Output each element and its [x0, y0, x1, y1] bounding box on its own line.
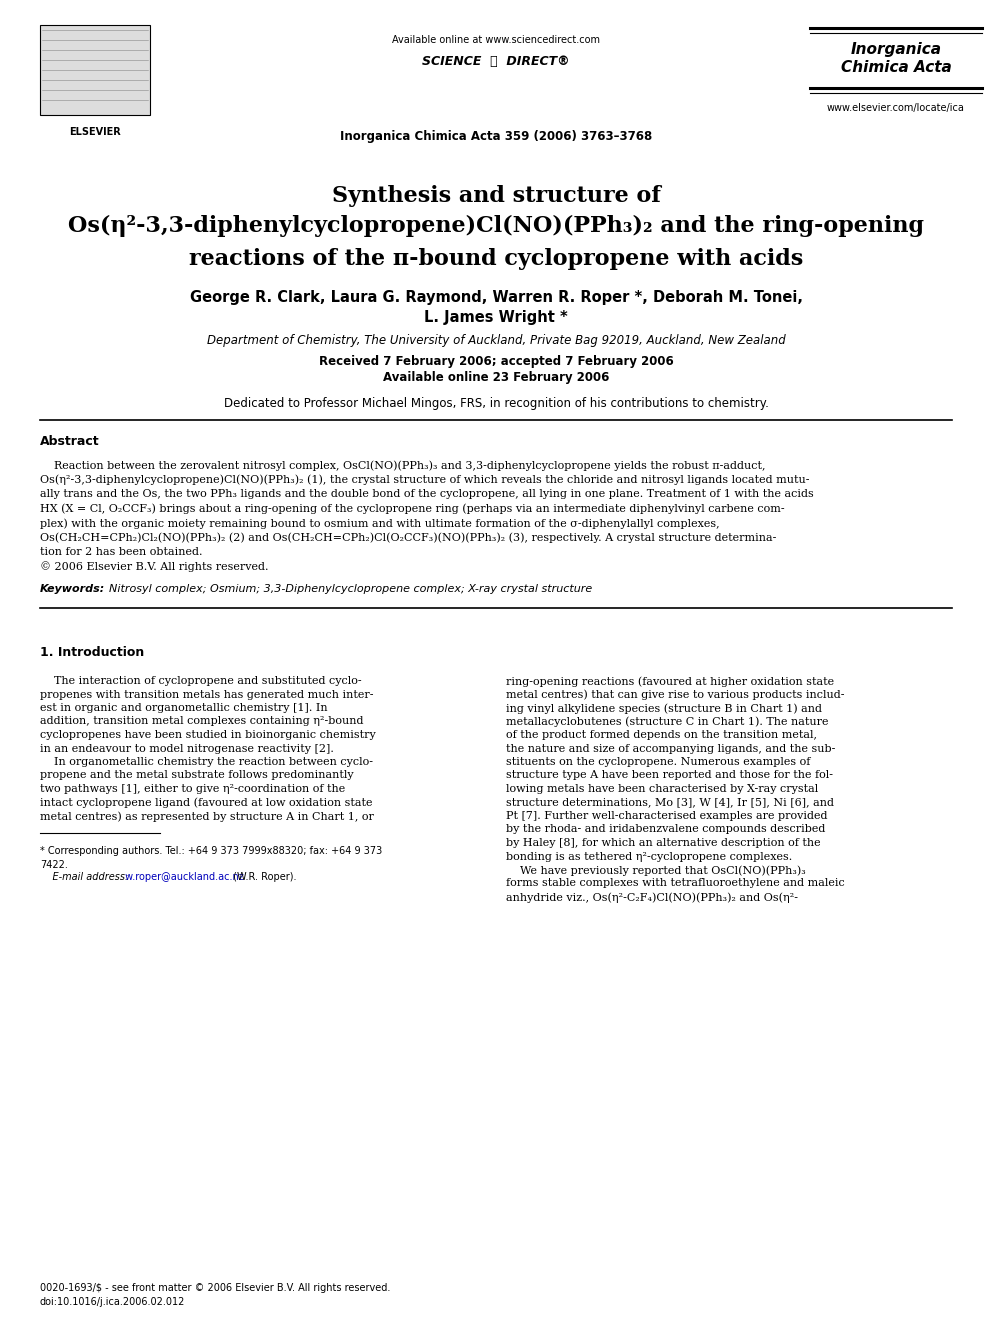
Text: 0020-1693/$ - see front matter © 2006 Elsevier B.V. All rights reserved.: 0020-1693/$ - see front matter © 2006 El… — [40, 1283, 391, 1293]
Text: 1. Introduction: 1. Introduction — [40, 646, 144, 659]
Text: Reaction between the zerovalent nitrosyl complex, OsCl(NO)(PPh₃)₃ and 3,3-diphen: Reaction between the zerovalent nitrosyl… — [40, 460, 766, 471]
Text: by the rhoda- and iridabenzvalene compounds described: by the rhoda- and iridabenzvalene compou… — [506, 824, 825, 835]
Text: ring-opening reactions (favoured at higher oxidation state: ring-opening reactions (favoured at high… — [506, 676, 834, 687]
Text: www.elsevier.com/locate/ica: www.elsevier.com/locate/ica — [827, 103, 965, 112]
Text: Department of Chemistry, The University of Auckland, Private Bag 92019, Auckland: Department of Chemistry, The University … — [206, 333, 786, 347]
Text: Available online at www.sciencedirect.com: Available online at www.sciencedirect.co… — [392, 34, 600, 45]
Text: w.roper@auckland.ac.nz: w.roper@auckland.ac.nz — [122, 872, 244, 882]
Text: Pt [7]. Further well-characterised examples are provided: Pt [7]. Further well-characterised examp… — [506, 811, 827, 822]
Text: tion for 2 has been obtained.: tion for 2 has been obtained. — [40, 546, 202, 557]
Text: propene and the metal substrate follows predominantly: propene and the metal substrate follows … — [40, 770, 353, 781]
Text: propenes with transition metals has generated much inter-: propenes with transition metals has gene… — [40, 689, 374, 700]
Text: We have previously reported that OsCl(NO)(PPh₃)₃: We have previously reported that OsCl(NO… — [506, 865, 806, 876]
Text: in an endeavour to model nitrogenase reactivity [2].: in an endeavour to model nitrogenase rea… — [40, 744, 334, 754]
Text: structure determinations, Mo [3], W [4], Ir [5], Ni [6], and: structure determinations, Mo [3], W [4],… — [506, 798, 834, 807]
Text: plex) with the organic moiety remaining bound to osmium and with ultimate format: plex) with the organic moiety remaining … — [40, 519, 719, 529]
Text: cyclopropenes have been studied in bioinorganic chemistry: cyclopropenes have been studied in bioin… — [40, 730, 376, 740]
Text: stituents on the cyclopropene. Numerous examples of: stituents on the cyclopropene. Numerous … — [506, 757, 810, 767]
Text: ELSEVIER: ELSEVIER — [69, 127, 121, 138]
Text: intact cyclopropene ligand (favoured at low oxidation state: intact cyclopropene ligand (favoured at … — [40, 798, 373, 808]
Text: Nitrosyl complex; Osmium; 3,3-Diphenylcyclopropene complex; X-ray crystal struct: Nitrosyl complex; Osmium; 3,3-Diphenylcy… — [102, 583, 592, 594]
Text: Dedicated to Professor Michael Mingos, FRS, in recognition of his contributions : Dedicated to Professor Michael Mingos, F… — [223, 397, 769, 410]
Text: George R. Clark, Laura G. Raymond, Warren R. Roper *, Deborah M. Tonei,: George R. Clark, Laura G. Raymond, Warre… — [189, 290, 803, 306]
Text: Available online 23 February 2006: Available online 23 February 2006 — [383, 370, 609, 384]
Text: of the product formed depends on the transition metal,: of the product formed depends on the tra… — [506, 730, 817, 740]
Text: Os(η²-3,3-diphenylcyclopropene)Cl(NO)(PPh₃)₂ (1), the crystal structure of which: Os(η²-3,3-diphenylcyclopropene)Cl(NO)(PP… — [40, 475, 809, 486]
Text: reactions of the π-bound cyclopropene with acids: reactions of the π-bound cyclopropene wi… — [188, 247, 804, 270]
Text: Keywords:: Keywords: — [40, 583, 105, 594]
Text: Inorganica Chimica Acta 359 (2006) 3763–3768: Inorganica Chimica Acta 359 (2006) 3763–… — [340, 130, 652, 143]
Text: Abstract: Abstract — [40, 435, 99, 448]
Text: HX (X = Cl, O₂CCF₃) brings about a ring-opening of the cyclopropene ring (perhap: HX (X = Cl, O₂CCF₃) brings about a ring-… — [40, 504, 785, 515]
Text: metal centres) as represented by structure A in Chart 1, or: metal centres) as represented by structu… — [40, 811, 374, 822]
Text: (W.R. Roper).: (W.R. Roper). — [230, 872, 297, 882]
Text: SCIENCE  ⓓ  DIRECT®: SCIENCE ⓓ DIRECT® — [423, 56, 569, 67]
Text: Os(CH₂CH=CPh₂)Cl₂(NO)(PPh₃)₂ (2) and Os(CH₂CH=CPh₂)Cl(O₂CCF₃)(NO)(PPh₃)₂ (3), re: Os(CH₂CH=CPh₂)Cl₂(NO)(PPh₃)₂ (2) and Os(… — [40, 532, 777, 542]
Text: ally trans and the Os, the two PPh₃ ligands and the double bond of the cycloprop: ally trans and the Os, the two PPh₃ liga… — [40, 490, 813, 499]
Text: * Corresponding authors. Tel.: +64 9 373 7999x88320; fax: +64 9 373: * Corresponding authors. Tel.: +64 9 373… — [40, 847, 382, 856]
Text: structure type A have been reported and those for the fol-: structure type A have been reported and … — [506, 770, 833, 781]
Text: The interaction of cyclopropene and substituted cyclo-: The interaction of cyclopropene and subs… — [40, 676, 362, 687]
Text: metallacyclobutenes (structure C in Chart 1). The nature: metallacyclobutenes (structure C in Char… — [506, 717, 828, 728]
Text: bonding is as tethered η²-cyclopropene complexes.: bonding is as tethered η²-cyclopropene c… — [506, 852, 793, 861]
Text: the nature and size of accompanying ligands, and the sub-: the nature and size of accompanying liga… — [506, 744, 835, 754]
Text: Os(η²-3,3-diphenylcyclopropene)Cl(NO)(PPh₃)₂ and the ring-opening: Os(η²-3,3-diphenylcyclopropene)Cl(NO)(PP… — [68, 216, 924, 237]
Bar — [40, 25, 150, 115]
Text: anhydride viz., Os(η²-C₂F₄)Cl(NO)(PPh₃)₂ and Os(η²-: anhydride viz., Os(η²-C₂F₄)Cl(NO)(PPh₃)₂… — [506, 892, 798, 902]
Text: 7422.: 7422. — [40, 860, 67, 869]
Text: In organometallic chemistry the reaction between cyclo-: In organometallic chemistry the reaction… — [40, 757, 373, 767]
Text: Synthesis and structure of: Synthesis and structure of — [331, 185, 661, 206]
Text: E-mail address:: E-mail address: — [40, 872, 128, 882]
Text: © 2006 Elsevier B.V. All rights reserved.: © 2006 Elsevier B.V. All rights reserved… — [40, 561, 269, 573]
Text: addition, transition metal complexes containing η²-bound: addition, transition metal complexes con… — [40, 717, 363, 726]
Text: forms stable complexes with tetrafluoroethylene and maleic: forms stable complexes with tetrafluoroe… — [506, 878, 845, 889]
Text: by Haley [8], for which an alternative description of the: by Haley [8], for which an alternative d… — [506, 837, 820, 848]
Text: Inorganica: Inorganica — [850, 42, 941, 57]
Text: Received 7 February 2006; accepted 7 February 2006: Received 7 February 2006; accepted 7 Feb… — [318, 355, 674, 368]
Text: two pathways [1], either to give η²-coordination of the: two pathways [1], either to give η²-coor… — [40, 785, 345, 794]
Text: est in organic and organometallic chemistry [1]. In: est in organic and organometallic chemis… — [40, 703, 327, 713]
Text: metal centres) that can give rise to various products includ-: metal centres) that can give rise to var… — [506, 689, 844, 700]
Text: ing vinyl alkylidene species (structure B in Chart 1) and: ing vinyl alkylidene species (structure … — [506, 703, 822, 713]
Text: doi:10.1016/j.ica.2006.02.012: doi:10.1016/j.ica.2006.02.012 — [40, 1297, 186, 1307]
Text: Chimica Acta: Chimica Acta — [840, 60, 951, 75]
Text: lowing metals have been characterised by X-ray crystal: lowing metals have been characterised by… — [506, 785, 818, 794]
Text: L. James Wright *: L. James Wright * — [425, 310, 567, 325]
